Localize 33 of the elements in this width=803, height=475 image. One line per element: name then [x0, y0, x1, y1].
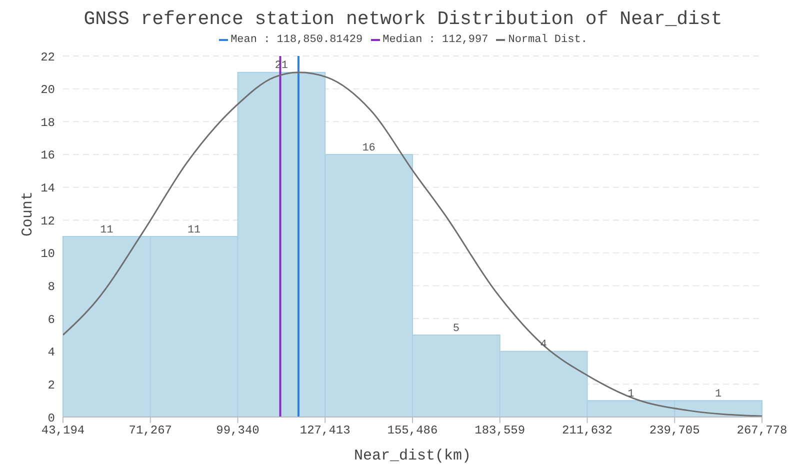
x-tick-label: 43,194: [41, 424, 85, 438]
x-tick-label: 239,705: [649, 424, 700, 438]
y-tick-label: 10: [40, 247, 55, 262]
x-tick-label: 155,486: [387, 424, 438, 438]
y-tick-label: 4: [48, 346, 55, 360]
y-tick-label: 14: [40, 182, 55, 196]
y-tick-label: 12: [40, 214, 55, 228]
data-label: 16: [362, 142, 376, 154]
y-tick-label: 16: [40, 148, 55, 163]
y-tick-label: 0: [48, 411, 55, 426]
x-axis-title: Near_dist(km): [354, 448, 472, 465]
x-tick-label: 183,559: [474, 424, 526, 438]
y-tick-label: 20: [40, 83, 55, 98]
x-tick-label: 71,267: [128, 424, 172, 438]
ref-line-label: Mean : 118,850.81429: [230, 34, 363, 46]
y-tick-label: 6: [48, 312, 55, 327]
legend-label: Median : 112,997: [382, 34, 488, 46]
data-label: 11: [187, 224, 202, 236]
data-label: 11: [100, 224, 114, 236]
data-label: 1: [628, 388, 635, 400]
x-tick-label: 211,632: [562, 424, 612, 438]
y-axis-title: Count: [19, 191, 36, 236]
chart-title: GNSS reference station network Distribution of Near_dist: [82, 8, 724, 32]
y-tick-label: 8: [48, 280, 55, 294]
x-tick-label: 99,340: [216, 424, 260, 438]
y-tick-label: 18: [40, 116, 55, 130]
data-label: 5: [452, 322, 460, 335]
x-tick-label: 267,778: [736, 424, 788, 438]
y-tick-label: 2: [48, 378, 55, 392]
y-tick-label: 22: [40, 50, 55, 64]
legend-label: Normal Dist.: [508, 34, 588, 46]
data-label: 1: [715, 388, 722, 400]
x-tick-label: 127,413: [300, 424, 350, 438]
